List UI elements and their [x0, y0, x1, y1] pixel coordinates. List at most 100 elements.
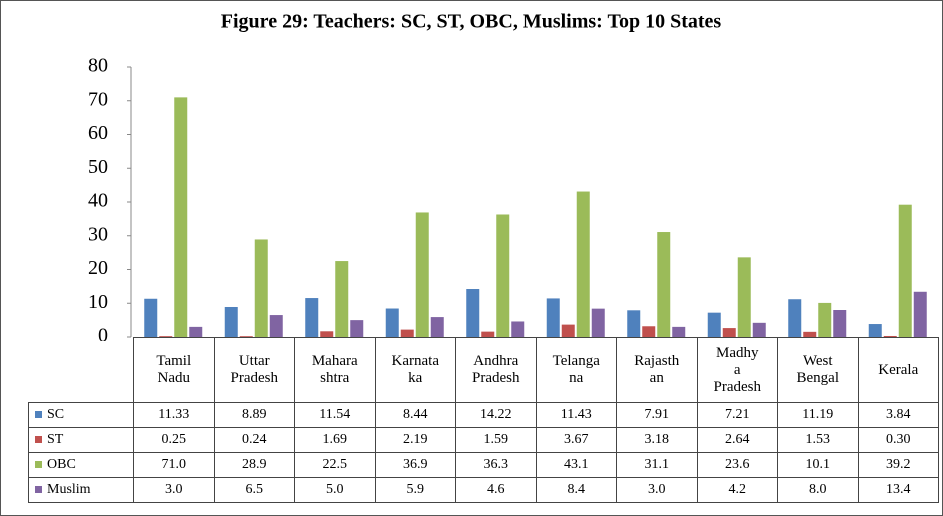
bar [833, 310, 847, 337]
bar [320, 331, 334, 337]
value-cell: 8.89 [213, 402, 295, 428]
legend-entry: OBC [28, 452, 134, 478]
value-cell: 36.3 [455, 452, 537, 478]
legend-label: ST [47, 432, 64, 447]
bar [466, 289, 480, 337]
bar [385, 308, 399, 337]
y-tick-label: 60 [88, 122, 108, 144]
value-cell: 1.53 [777, 427, 859, 453]
data-row: OBC 71.0 28.9 22.5 36.9 36.3 43.1 31.1 23.6 10.1 3… [28, 452, 939, 478]
bar [788, 299, 802, 337]
category-label: Karnata ka [374, 337, 456, 403]
value-cell: 11.43 [535, 402, 617, 428]
y-tick-label: 20 [88, 257, 108, 279]
value-cell: 4.6 [455, 477, 537, 503]
bar [159, 336, 173, 337]
bar [335, 261, 349, 337]
bar [189, 326, 203, 337]
value-cell: 28.9 [213, 452, 295, 478]
bar [224, 306, 238, 337]
bar [511, 321, 525, 337]
bar [350, 320, 364, 337]
legend-label: SC [47, 407, 65, 422]
category-label: Telanga na [535, 337, 617, 403]
bar [561, 324, 575, 337]
value-cell: 0.30 [857, 427, 939, 453]
bar [722, 328, 736, 337]
value-cell: 31.1 [616, 452, 698, 478]
category-label: Rajasth an [616, 337, 698, 403]
bar [913, 291, 927, 337]
value-cell: 5.9 [374, 477, 456, 503]
value-cell: 3.18 [616, 427, 698, 453]
y-tick-label: 30 [88, 223, 108, 245]
value-cell: 3.0 [133, 477, 215, 503]
value-cell: 39.2 [857, 452, 939, 478]
data-row: SC 11.33 8.89 11.54 8.44 14.22 11.43 7.91 7.21 11… [28, 402, 939, 428]
plot: Figure 29: Teachers: SC, ST, OBC, Muslim… [88, 11, 927, 341]
legend-entry: Muslim [28, 477, 134, 503]
value-cell: 1.59 [455, 427, 537, 453]
value-cell: 4.2 [696, 477, 778, 503]
legend-swatch [35, 436, 42, 444]
data-table: Tamil Nadu Uttar Pradesh Mahara shtra Karna… [28, 337, 939, 503]
value-cell: 2.64 [696, 427, 778, 453]
bar [672, 326, 686, 337]
value-cell: 8.0 [777, 477, 859, 503]
bar [707, 312, 721, 337]
y-tick-label: 0 [98, 325, 108, 341]
value-cell: 7.21 [696, 402, 778, 428]
value-cell: 5.0 [294, 477, 376, 503]
chart-title: Figure 29: Teachers: SC, ST, OBC, Muslim… [221, 11, 722, 33]
value-cell: 11.54 [294, 402, 376, 428]
bar [546, 298, 560, 337]
bar [430, 317, 444, 337]
value-cell: 11.19 [777, 402, 859, 428]
legend-swatch [35, 411, 42, 419]
value-cell: 10.1 [777, 452, 859, 478]
bar [415, 212, 429, 337]
value-cell: 14.22 [455, 402, 537, 428]
bar [144, 298, 158, 337]
bar [254, 239, 268, 337]
category-label: Kerala [857, 337, 939, 403]
y-tick-label: 40 [88, 190, 108, 212]
legend-swatch [35, 486, 42, 494]
value-cell: 43.1 [535, 452, 617, 478]
bar [627, 310, 641, 337]
category-label: Tamil Nadu [133, 337, 215, 403]
bar [752, 322, 766, 337]
category-label: West Bengal [777, 337, 859, 403]
value-cell: 3.84 [857, 402, 939, 428]
bar [400, 329, 414, 337]
legend-label: Muslim [47, 482, 91, 497]
bar [642, 326, 656, 337]
bar [803, 331, 817, 337]
bar [174, 97, 188, 337]
category-label: Andhra Pradesh [455, 337, 537, 403]
value-cell: 71.0 [133, 452, 215, 478]
value-cell: 11.33 [133, 402, 215, 428]
legend-entry: ST [28, 427, 134, 453]
y-tick-label: 80 [88, 55, 108, 77]
bar [591, 308, 605, 337]
value-cell: 23.6 [696, 452, 778, 478]
category-label: Uttar Pradesh [213, 337, 295, 403]
bar [305, 298, 319, 337]
value-cell: 7.91 [616, 402, 698, 428]
value-cell: 0.24 [213, 427, 295, 453]
bar [576, 191, 590, 337]
bar [657, 232, 671, 337]
bar [898, 204, 912, 337]
legend-entry: SC [28, 402, 134, 428]
legend-label: OBC [47, 457, 76, 472]
value-cell: 2.19 [374, 427, 456, 453]
category-label: Madhy a Pradesh [696, 337, 778, 403]
data-row: ST 0.25 0.24 1.69 2.19 1.59 3.67 3.18 2.64 1.53 0.… [28, 427, 939, 453]
bar [883, 335, 897, 337]
value-cell: 36.9 [374, 452, 456, 478]
bar [818, 302, 832, 337]
value-cell: 8.44 [374, 402, 456, 428]
value-cell: 8.4 [535, 477, 617, 503]
